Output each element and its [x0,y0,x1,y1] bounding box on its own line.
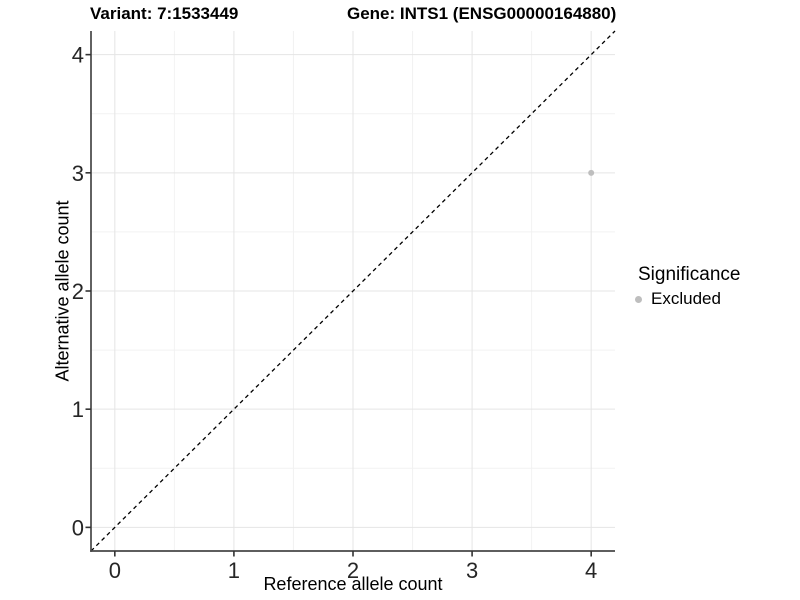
gene-title: Gene: INTS1 (ENSG00000164880) [347,4,617,23]
y-tick-label: 0 [72,515,84,540]
x-tick-label: 0 [109,558,121,583]
variant-title: Variant: 7:1533449 [90,4,239,23]
legend-item-excluded: Excluded [631,289,740,309]
x-tick-label: 3 [466,558,478,583]
y-tick-label: 2 [72,279,84,304]
y-axis-title: Alternative allele count [52,200,73,382]
x-tick-label: 1 [228,558,240,583]
excluded-point-icon [635,295,642,303]
y-tick-label: 1 [72,397,84,422]
y-tick-label: 4 [72,43,84,68]
y-tick-label: 3 [72,161,84,186]
legend: Significance Excluded [631,264,740,309]
x-tick-label: 2 [347,558,359,583]
x-tick-label: 4 [585,558,597,583]
identity-dashed-line [90,30,616,552]
legend-item-label: Excluded [651,289,721,308]
x-axis-title: Reference allele count [263,574,443,594]
legend-title: Significance [638,264,741,285]
data-point [588,169,595,176]
